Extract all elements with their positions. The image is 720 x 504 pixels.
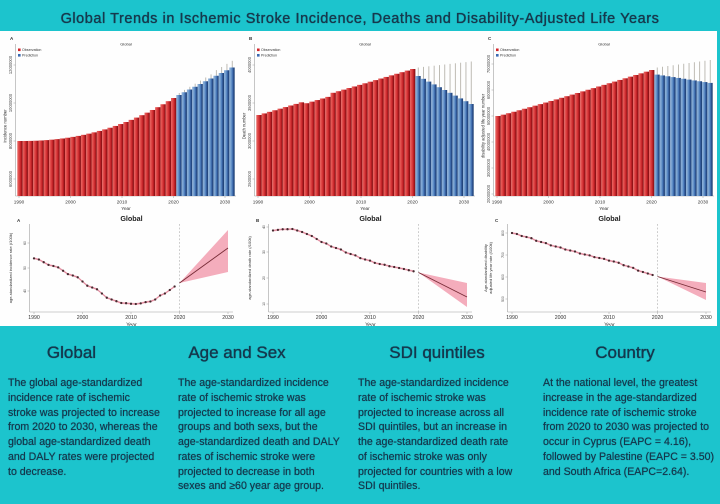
svg-text:B: B: [256, 218, 260, 223]
svg-text:2010: 2010: [356, 200, 367, 205]
svg-text:10: 10: [262, 302, 266, 306]
svg-text:70000000: 70000000: [486, 54, 491, 73]
svg-text:12000000: 12000000: [8, 55, 13, 74]
svg-text:2000: 2000: [65, 200, 76, 205]
svg-text:Age-standardized disability: Age-standardized disability: [483, 244, 488, 292]
svg-text:1990: 1990: [14, 200, 25, 205]
svg-text:60000000: 60000000: [486, 80, 491, 99]
svg-text:2030: 2030: [222, 315, 234, 321]
svg-text:40000000: 40000000: [486, 132, 491, 151]
svg-text:40: 40: [23, 289, 27, 293]
svg-text:2010: 2010: [125, 315, 137, 321]
svg-text:Prediction: Prediction: [500, 54, 516, 58]
svg-text:age-standardized incidence rat: age-standardized incidence rate (/100k): [8, 232, 13, 303]
svg-text:Observation: Observation: [261, 48, 280, 52]
svg-text:2000: 2000: [77, 315, 89, 321]
svg-text:B: B: [249, 36, 253, 41]
svg-text:2500000: 2500000: [247, 170, 252, 187]
svg-text:Global: Global: [598, 214, 620, 223]
svg-text:3000000: 3000000: [247, 132, 252, 149]
svg-text:1990: 1990: [253, 200, 264, 205]
svg-text:Year: Year: [604, 323, 615, 327]
svg-text:Death number: Death number: [242, 112, 247, 139]
svg-text:1990: 1990: [28, 315, 40, 321]
svg-text:2020: 2020: [407, 200, 418, 205]
svg-text:2010: 2010: [364, 315, 376, 321]
svg-text:2000: 2000: [316, 315, 328, 321]
svg-text:Global: Global: [120, 214, 142, 223]
svg-text:Observation: Observation: [22, 48, 41, 52]
svg-text:Observation: Observation: [500, 48, 519, 52]
svg-text:50000000: 50000000: [486, 106, 491, 125]
svg-text:1990: 1990: [506, 315, 518, 321]
svg-text:4000000: 4000000: [247, 56, 252, 73]
svg-text:2000: 2000: [304, 200, 315, 205]
svg-text:1990: 1990: [492, 200, 503, 205]
svg-text:2010: 2010: [603, 315, 615, 321]
svg-text:Prediction: Prediction: [261, 54, 277, 58]
svg-text:Incidence number: Incidence number: [3, 109, 8, 143]
svg-text:2030: 2030: [700, 315, 712, 321]
svg-text:2020: 2020: [168, 200, 179, 205]
svg-text:Year: Year: [365, 323, 376, 327]
svg-text:2030: 2030: [698, 200, 709, 205]
svg-text:2000: 2000: [543, 200, 554, 205]
svg-text:8000000: 8000000: [8, 132, 13, 149]
svg-text:50: 50: [23, 266, 27, 270]
svg-text:2010: 2010: [117, 200, 128, 205]
svg-text:700: 700: [501, 252, 505, 258]
svg-text:A: A: [17, 218, 21, 223]
svg-text:Year: Year: [599, 206, 609, 211]
svg-text:Year: Year: [360, 206, 370, 211]
svg-text:40: 40: [262, 225, 266, 229]
svg-text:2020: 2020: [413, 315, 425, 321]
svg-text:2030: 2030: [459, 200, 470, 205]
svg-text:Year: Year: [126, 323, 137, 327]
svg-text:C: C: [488, 36, 492, 41]
svg-text:6000000: 6000000: [8, 170, 13, 187]
svg-text:30: 30: [262, 250, 266, 254]
svg-text:600: 600: [501, 274, 505, 280]
svg-text:Global: Global: [120, 42, 132, 47]
svg-text:800: 800: [501, 230, 505, 236]
svg-text:30000000: 30000000: [486, 158, 491, 177]
svg-text:2000: 2000: [555, 315, 567, 321]
svg-text:2020: 2020: [174, 315, 186, 321]
svg-text:20: 20: [262, 276, 266, 280]
svg-text:age-standardized death rate (/: age-standardized death rate (/100k): [247, 236, 252, 300]
svg-text:2010: 2010: [595, 200, 606, 205]
svg-text:Prediction: Prediction: [22, 54, 38, 58]
svg-text:60: 60: [23, 241, 27, 245]
svg-text:2030: 2030: [461, 315, 473, 321]
svg-text:2030: 2030: [220, 200, 231, 205]
svg-text:Global: Global: [598, 42, 610, 47]
svg-text:Year: Year: [121, 206, 131, 211]
svg-text:1990: 1990: [267, 315, 279, 321]
svg-text:Global: Global: [359, 214, 381, 223]
svg-text:disability adjusted life year: disability adjusted life year number: [481, 93, 486, 158]
svg-text:10000000: 10000000: [8, 93, 13, 112]
svg-text:Global: Global: [359, 42, 371, 47]
svg-text:2020: 2020: [652, 315, 664, 321]
svg-text:adjusted life year rate (/100k: adjusted life year rate (/100k): [488, 241, 493, 293]
svg-text:20000000: 20000000: [486, 184, 491, 203]
svg-text:500: 500: [501, 296, 505, 302]
svg-text:C: C: [495, 218, 499, 223]
svg-text:2020: 2020: [646, 200, 657, 205]
svg-text:3500000: 3500000: [247, 94, 252, 111]
svg-text:A: A: [10, 36, 14, 41]
